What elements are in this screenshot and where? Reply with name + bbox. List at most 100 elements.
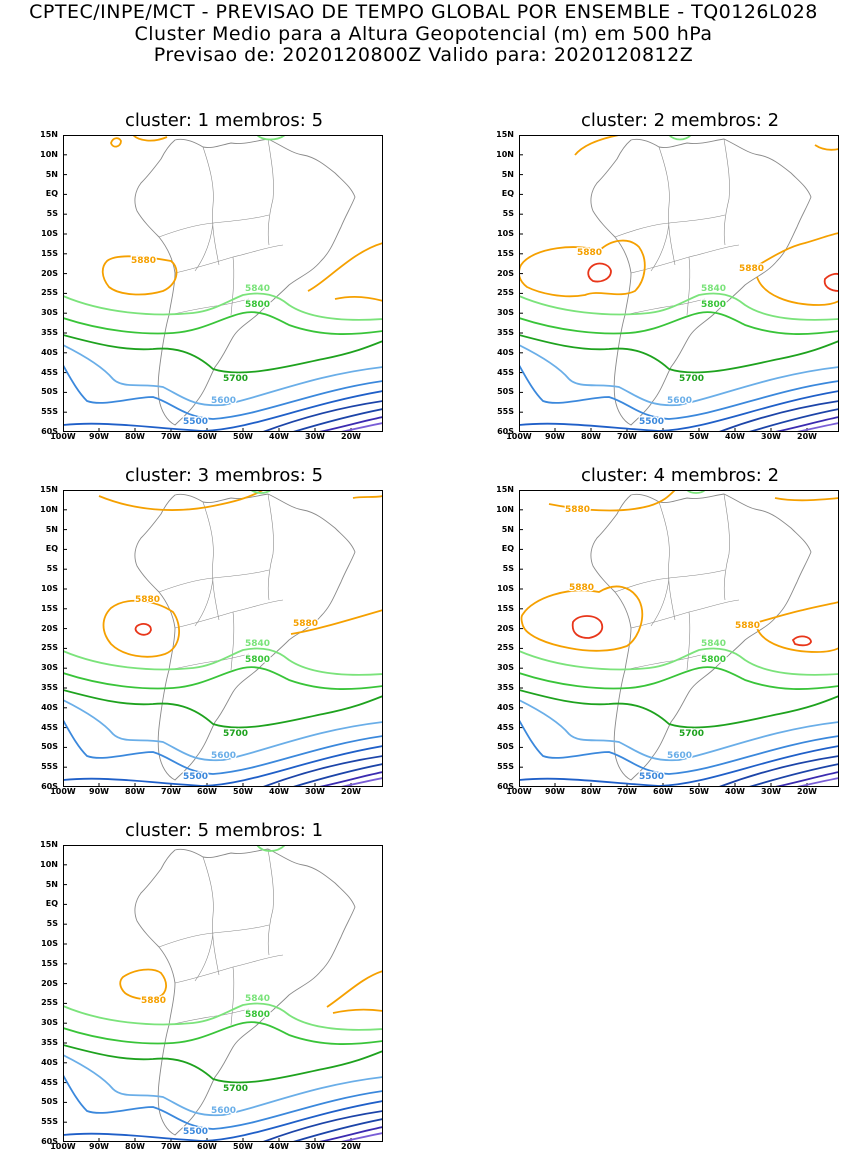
x-tick-label: 50W (233, 787, 253, 796)
x-tick-label: 50W (689, 787, 709, 796)
country-border (202, 146, 220, 266)
y-tick-label: 5S (46, 209, 58, 219)
x-tick-label: 30W (761, 787, 781, 796)
contour-label: 5880 (131, 256, 156, 266)
contour-line (63, 1044, 383, 1084)
contour-label: 5700 (679, 729, 704, 739)
contour-line (754, 232, 839, 268)
y-tick-label: EQ (45, 544, 58, 554)
y-tick-label: 40S (497, 702, 514, 712)
country-border (194, 577, 214, 627)
contour-label: 5880 (135, 595, 160, 605)
y-tick-label: 45S (41, 1077, 58, 1087)
x-tick-label: 40W (269, 787, 289, 796)
y-tick-label: EQ (45, 189, 58, 199)
y-tick-label: 15S (41, 958, 58, 968)
country-border (202, 501, 220, 621)
y-tick-label: 50S (41, 1097, 58, 1107)
x-tick-label: 50W (233, 1142, 253, 1151)
contour-label: 5840 (245, 994, 270, 1004)
y-tick-label: 55S (41, 762, 58, 772)
y-tick-label: 10N (496, 504, 514, 514)
contour-line (574, 135, 620, 156)
x-tick-label: 90W (545, 432, 565, 441)
contour-line (63, 666, 383, 690)
contour-line (110, 137, 122, 148)
x-tick-label: 60W (197, 432, 217, 441)
contour-line (63, 390, 383, 432)
y-tick-label: 20S (41, 978, 58, 988)
y-tick-label: 10S (497, 584, 514, 593)
y-tick-label: 25S (41, 643, 58, 653)
contour-line (823, 272, 839, 292)
y-tick-label: EQ (45, 899, 58, 909)
contour-line (63, 1100, 383, 1142)
contour-line (748, 763, 839, 787)
contour-line (256, 135, 286, 141)
y-tick-label: 5N (501, 524, 514, 534)
country-border (723, 138, 730, 246)
country-border (168, 1008, 250, 1026)
x-tick-label: 20W (341, 1142, 361, 1151)
contour-label: 5700 (223, 729, 248, 739)
country-border (174, 244, 284, 274)
contour-line (63, 745, 383, 787)
contour-label: 5800 (245, 655, 270, 665)
contour-label: 5800 (245, 1010, 270, 1020)
contour-label: 5880 (293, 619, 318, 629)
contour-line (519, 344, 839, 407)
panel-title: cluster: 5 membros: 1 (124, 820, 324, 841)
contour-line (519, 666, 839, 690)
map-plot: 5840 5800 5700 5600 5500 5880 5880 (63, 490, 383, 787)
contour-line (756, 276, 839, 306)
x-tick-label: 100W (506, 432, 532, 441)
country-border (630, 599, 740, 629)
y-tick-label: 15N (40, 840, 58, 849)
x-tick-label: 90W (89, 1142, 109, 1151)
y-tick-label: 10N (496, 149, 514, 159)
contour-line (98, 490, 264, 511)
x-tick-label: 50W (689, 432, 709, 441)
y-tick-label: 55S (41, 407, 58, 417)
map-frame (519, 135, 839, 432)
contour-line (134, 623, 152, 636)
map-frame (519, 490, 839, 787)
contour-label: 5840 (245, 284, 270, 294)
x-tick-label: 80W (581, 787, 601, 796)
country-border (230, 611, 235, 671)
contour-line (256, 845, 286, 852)
contour-line (63, 647, 383, 676)
x-tick-label: 50W (233, 432, 253, 441)
y-tick-label: 45S (41, 367, 58, 377)
contour-line (307, 242, 383, 292)
y-tick-label: 15S (41, 603, 58, 613)
x-tick-label: 60W (197, 787, 217, 796)
x-tick-label: 30W (761, 432, 781, 441)
x-tick-label: 20W (341, 787, 361, 796)
y-tick-label: 5S (502, 209, 514, 219)
country-border (158, 924, 270, 948)
contour-line (519, 311, 839, 335)
y-tick-label: 35S (41, 328, 58, 337)
country-border (624, 298, 706, 316)
contour-label: 5880 (577, 248, 602, 258)
y-tick-label: 5S (46, 919, 58, 929)
contour-line (519, 364, 839, 420)
y-tick-label: 55S (41, 1117, 58, 1127)
country-border (630, 244, 740, 274)
x-tick-label: 60W (653, 787, 673, 796)
y-tick-label: 20S (497, 268, 514, 278)
contour-line (718, 755, 839, 787)
contour-line (63, 364, 383, 420)
coastline (590, 493, 812, 781)
country-border (658, 501, 676, 621)
country-border (202, 856, 220, 976)
x-tick-label: 70W (161, 1142, 181, 1151)
contour-label: 5600 (667, 751, 692, 761)
cluster-panel: cluster: 3 membros: 5 15N 10N 5N EQ 5S 10S 15S 2… (0, 465, 400, 805)
country-border (168, 298, 250, 316)
contour-line (796, 422, 839, 432)
y-tick-label: 60S (41, 782, 58, 791)
contour-line (519, 699, 839, 762)
contour-label: 5840 (701, 284, 726, 294)
